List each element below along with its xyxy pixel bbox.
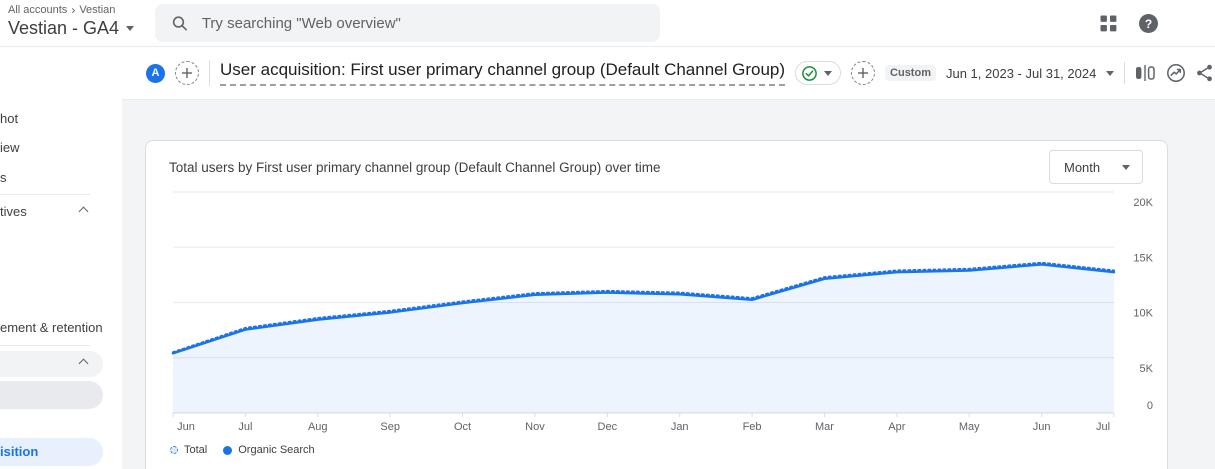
svg-text:20K: 20K <box>1133 197 1153 209</box>
check-circle-icon <box>802 65 817 81</box>
help-glyph: ? <box>1145 17 1152 31</box>
caret-down-icon[interactable] <box>1106 70 1115 76</box>
svg-text:Jan: Jan <box>671 421 689 433</box>
sidebar-item-engagement-retention[interactable]: ement & retention <box>0 320 103 335</box>
chart-card: Total users by First user primary channe… <box>145 140 1168 469</box>
date-mode-badge: Custom <box>885 65 936 81</box>
svg-text:Mar: Mar <box>815 421 834 433</box>
property-selector[interactable]: Vestian - GA4 <box>8 18 135 39</box>
sidebar-item-pages[interactable]: s <box>0 170 7 185</box>
svg-text:Feb: Feb <box>743 421 762 433</box>
svg-text:10K: 10K <box>1133 308 1153 320</box>
sidebar-section-objectives[interactable]: tives <box>0 202 89 222</box>
report-avatar[interactable]: A <box>146 63 165 83</box>
date-range-text[interactable]: Jun 1, 2023 - Jul 31, 2024 <box>945 65 1097 81</box>
breadcrumb-all-accounts[interactable]: All accounts <box>8 4 68 16</box>
share-icon[interactable] <box>1196 64 1213 82</box>
caret-down-icon <box>824 70 833 76</box>
sidebar-section-acquisition[interactable] <box>0 351 103 377</box>
granularity-dropdown[interactable]: Month <box>1049 150 1143 184</box>
svg-text:Jul: Jul <box>238 421 252 433</box>
legend-organic-search[interactable]: Organic Search <box>223 444 315 456</box>
divider <box>209 60 210 86</box>
report-header: A User acquisition: First user primary c… <box>122 47 1215 100</box>
breadcrumb-property[interactable]: Vestian <box>79 4 116 16</box>
insights-icon[interactable] <box>1166 63 1186 83</box>
chevron-right-icon: › <box>71 3 76 17</box>
breadcrumb: All accounts › Vestian <box>8 3 134 17</box>
solid-dot-icon <box>223 445 233 455</box>
search-bar[interactable] <box>155 4 660 42</box>
svg-text:0: 0 <box>1147 400 1153 412</box>
date-range-group: Custom Jun 1, 2023 - Jul 31, 2024 <box>885 62 1213 84</box>
sidebar-divider-2 <box>0 345 90 346</box>
chevron-up-icon <box>78 206 89 217</box>
chevron-up-icon <box>78 358 89 369</box>
svg-text:Aug: Aug <box>308 421 328 433</box>
svg-text:Oct: Oct <box>454 421 471 433</box>
chart-title: Total users by First user primary channe… <box>169 160 661 175</box>
svg-text:Sep: Sep <box>380 421 400 433</box>
report-status-dropdown[interactable] <box>795 61 842 85</box>
svg-text:Jul: Jul <box>1096 421 1110 433</box>
report-title[interactable]: User acquisition: First user primary cha… <box>220 60 786 86</box>
sidebar-item-snapshot[interactable]: hot <box>0 111 19 126</box>
comparison-icon[interactable] <box>1135 64 1156 82</box>
add-report-button[interactable] <box>851 61 876 85</box>
add-collaborator-button[interactable] <box>175 61 199 85</box>
sidebar-item-acquisition-overview[interactable] <box>0 381 103 409</box>
svg-text:Nov: Nov <box>525 421 545 433</box>
svg-text:May: May <box>959 421 980 433</box>
divider <box>1124 62 1126 84</box>
report-body: Total users by First user primary channe… <box>122 100 1215 469</box>
svg-text:Jun: Jun <box>1033 421 1051 433</box>
chart-legend: Total Organic Search <box>170 444 315 456</box>
help-icon[interactable]: ? <box>1138 13 1159 34</box>
sidebar-item-overview[interactable]: iew <box>0 140 20 155</box>
svg-text:Apr: Apr <box>888 421 905 433</box>
apps-grid-icon[interactable] <box>1100 15 1117 32</box>
avatar[interactable]: S <box>1188 16 1197 31</box>
search-input[interactable] <box>201 14 644 32</box>
svg-text:5K: 5K <box>1140 363 1154 375</box>
caret-down-icon <box>126 26 135 31</box>
property-title: Vestian - GA4 <box>8 18 120 38</box>
dashed-circle-icon <box>170 446 178 454</box>
sidebar-item-user-acquisition[interactable]: isition <box>0 438 103 466</box>
sidebar-divider-1 <box>0 194 90 195</box>
legend-total[interactable]: Total <box>170 444 207 456</box>
svg-text:Jun: Jun <box>177 421 195 433</box>
caret-down-icon <box>1122 164 1130 170</box>
svg-text:15K: 15K <box>1133 252 1153 264</box>
brand-block: All accounts › Vestian Vestian - GA4 <box>8 3 135 39</box>
timeseries-plot[interactable]: 0 5K 10K 15K 20K Jun Jul Aug Sep Oct Nov Dec Jan Feb M… <box>146 186 1169 456</box>
plus-icon <box>182 68 192 78</box>
app-header: All accounts › Vestian Vestian - GA4 <box>0 0 1215 47</box>
search-icon <box>172 16 187 31</box>
header-actions: ? S <box>1100 0 1205 47</box>
plus-icon <box>858 68 869 78</box>
svg-text:Dec: Dec <box>598 421 618 433</box>
granularity-value: Month <box>1064 159 1101 175</box>
